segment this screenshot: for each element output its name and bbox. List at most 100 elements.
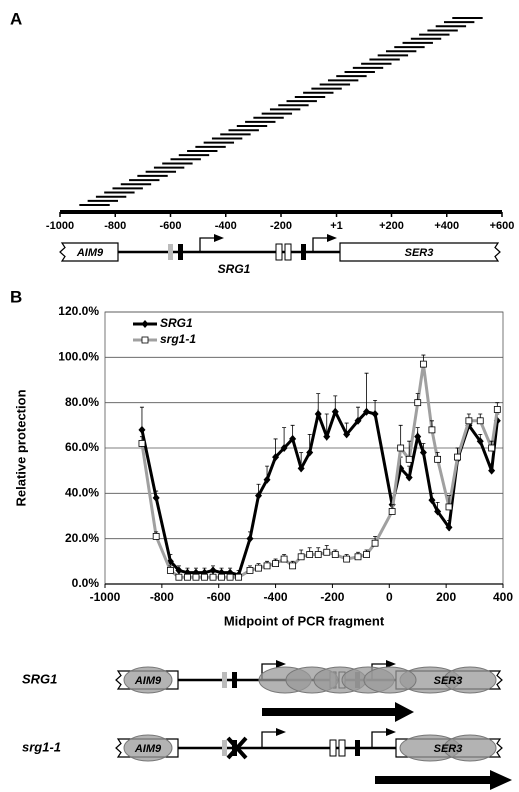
element [178, 244, 183, 260]
strain-label: srg1-1 [22, 739, 61, 754]
marker [371, 410, 379, 418]
legend-marker [141, 320, 149, 328]
marker [226, 573, 234, 581]
gene-label: AIM9 [134, 675, 162, 687]
marker [314, 410, 322, 418]
marker [280, 555, 288, 563]
element [222, 740, 227, 756]
strain-label: SRG1 [22, 671, 57, 686]
marker [289, 434, 297, 443]
x-tick-label: -200 [320, 590, 344, 604]
x-tick-label: 200 [436, 590, 456, 604]
marker [343, 430, 351, 439]
x-tick-label: +600 [490, 220, 515, 232]
gene-label: AIM9 [134, 743, 162, 755]
marker [175, 573, 183, 581]
element [168, 244, 173, 260]
marker [405, 473, 413, 482]
gene-label: SER3 [405, 247, 434, 259]
tss-arrowhead [386, 660, 396, 668]
marker [272, 560, 279, 567]
marker [218, 573, 225, 581]
tss-arrowhead [327, 234, 337, 242]
nucleosome [363, 666, 417, 694]
x-tick-label: -200 [270, 220, 292, 232]
x-tick-label: -600 [207, 590, 231, 604]
marker [465, 417, 473, 425]
tss-arrowhead [276, 728, 286, 736]
tss-arrow [371, 731, 390, 748]
nucleosome [443, 734, 497, 762]
gene-label: SER3 [434, 675, 463, 687]
marker [493, 406, 501, 413]
y-tick-label: 80.0% [65, 395, 99, 409]
legend-label: srg1-1 [160, 332, 196, 346]
marker [272, 453, 280, 462]
panel-label: B [10, 287, 22, 306]
y-tick-label: 0.0% [72, 576, 100, 590]
marker [354, 553, 362, 561]
marker [246, 567, 254, 574]
marker [414, 399, 422, 407]
element [355, 740, 360, 756]
y-tick-label: 120.0% [58, 304, 99, 318]
marker [152, 533, 160, 540]
marker [414, 432, 422, 441]
marker [428, 426, 436, 434]
x-tick-label: -800 [150, 590, 174, 604]
x-tick-label: +200 [379, 220, 404, 232]
marker [331, 407, 339, 416]
y-tick-label: 60.0% [65, 440, 99, 454]
marker [323, 548, 331, 556]
y-axis-label: Relative protection [13, 389, 28, 506]
x-tick-label: -400 [215, 220, 237, 232]
marker [419, 448, 427, 457]
error-bar [398, 424, 403, 448]
marker [175, 566, 183, 575]
x-tick-label: -1000 [90, 590, 121, 604]
marker [280, 444, 288, 452]
x-tick-label: -600 [159, 220, 181, 232]
gene-label: SER3 [434, 743, 463, 755]
nucleosome [123, 734, 173, 762]
tss-arrow [199, 237, 218, 252]
marker [445, 503, 453, 511]
marker [434, 455, 442, 463]
x-tick-label: -400 [264, 590, 288, 604]
marker [263, 475, 271, 484]
error-bar [364, 372, 369, 412]
y-tick-label: 40.0% [65, 486, 99, 500]
series-line [140, 363, 499, 579]
x-tick-label: -800 [104, 220, 126, 232]
marker [201, 573, 208, 581]
marker [255, 564, 262, 572]
marker [306, 551, 314, 558]
marker [255, 491, 263, 500]
element [232, 672, 237, 688]
transcript-arrow [262, 702, 414, 722]
marker [476, 437, 484, 446]
marker [445, 523, 453, 532]
marker [235, 573, 243, 581]
element [329, 739, 337, 757]
element [301, 244, 306, 260]
marker [354, 416, 362, 425]
marker [405, 455, 413, 463]
nucleosome [443, 666, 497, 694]
marker [488, 466, 496, 475]
legend-marker [141, 336, 149, 344]
nucleosome [123, 666, 173, 694]
marker [209, 573, 217, 581]
marker [419, 360, 427, 368]
marker [363, 551, 370, 558]
marker [263, 562, 271, 570]
x-tick-label: 0 [386, 590, 393, 604]
element [338, 739, 346, 757]
x-tick-label: +1 [330, 220, 343, 232]
tss-arrowhead [386, 728, 396, 736]
y-tick-label: 100.0% [58, 350, 99, 364]
marker [184, 573, 191, 581]
marker [297, 464, 305, 473]
marker [166, 567, 174, 574]
x-tick-label: +400 [434, 220, 459, 232]
